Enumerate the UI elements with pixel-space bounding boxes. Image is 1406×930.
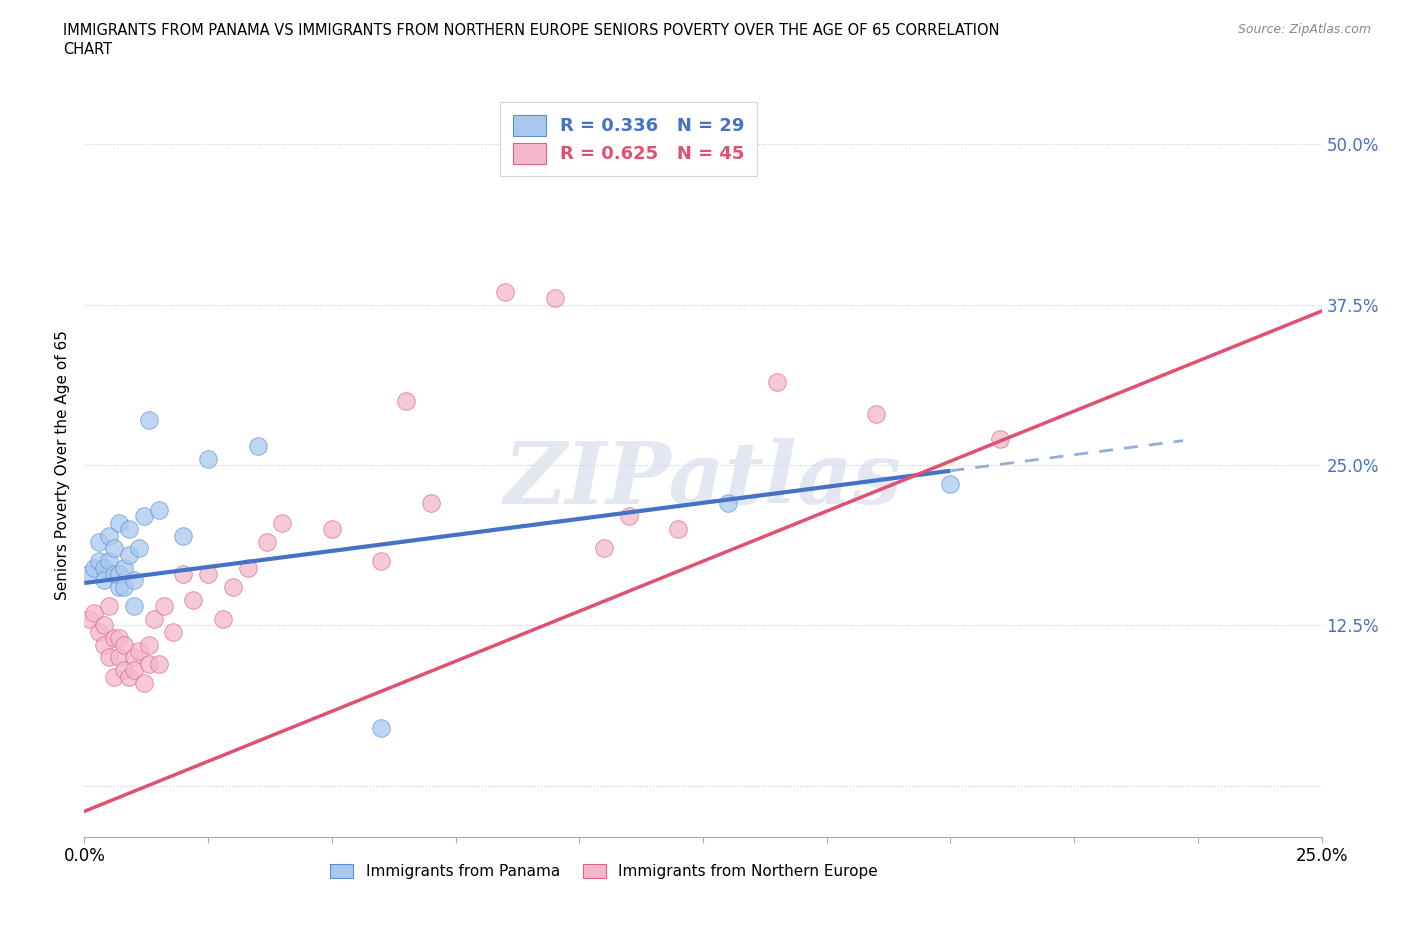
Point — [212, 612, 235, 627]
Point — [112, 579, 135, 594]
Point — [666, 522, 689, 537]
Point — [128, 644, 150, 658]
Point — [122, 573, 145, 588]
Point — [118, 670, 141, 684]
Point — [112, 663, 135, 678]
Point — [112, 637, 135, 652]
Point — [128, 541, 150, 556]
Point — [98, 528, 121, 543]
Point — [108, 631, 131, 645]
Point — [222, 579, 245, 594]
Point — [79, 612, 101, 627]
Point — [98, 650, 121, 665]
Point — [246, 438, 269, 453]
Point — [138, 413, 160, 428]
Point — [83, 605, 105, 620]
Point — [93, 573, 115, 588]
Point — [89, 535, 111, 550]
Point — [370, 553, 392, 568]
Point — [939, 477, 962, 492]
Point — [93, 637, 115, 652]
Point — [988, 432, 1011, 446]
Point — [138, 637, 160, 652]
Text: Source: ZipAtlas.com: Source: ZipAtlas.com — [1237, 23, 1371, 36]
Point — [108, 566, 131, 581]
Point — [370, 721, 392, 736]
Point — [593, 541, 616, 556]
Point — [89, 553, 111, 568]
Point — [162, 624, 184, 639]
Point — [103, 541, 125, 556]
Point — [93, 618, 115, 632]
Point — [766, 374, 789, 389]
Point — [197, 451, 219, 466]
Point — [152, 599, 174, 614]
Point — [122, 650, 145, 665]
Point — [103, 631, 125, 645]
Point — [132, 675, 155, 690]
Point — [142, 612, 165, 627]
Point — [395, 393, 418, 408]
Point — [108, 515, 131, 530]
Point — [122, 599, 145, 614]
Point — [132, 509, 155, 524]
Point — [89, 624, 111, 639]
Point — [543, 291, 565, 306]
Point — [83, 560, 105, 575]
Text: ZIPatlas: ZIPatlas — [503, 438, 903, 522]
Point — [321, 522, 343, 537]
Text: CHART: CHART — [63, 42, 112, 57]
Point — [98, 599, 121, 614]
Point — [79, 566, 101, 581]
Point — [181, 592, 204, 607]
Point — [256, 535, 278, 550]
Legend: Immigrants from Panama, Immigrants from Northern Europe: Immigrants from Panama, Immigrants from … — [325, 857, 884, 885]
Text: IMMIGRANTS FROM PANAMA VS IMMIGRANTS FROM NORTHERN EUROPE SENIORS POVERTY OVER T: IMMIGRANTS FROM PANAMA VS IMMIGRANTS FRO… — [63, 23, 1000, 38]
Point — [108, 579, 131, 594]
Point — [419, 496, 441, 511]
Point — [93, 560, 115, 575]
Point — [494, 285, 516, 299]
Point — [197, 566, 219, 581]
Point — [118, 548, 141, 563]
Point — [103, 566, 125, 581]
Point — [148, 502, 170, 517]
Point — [271, 515, 294, 530]
Point — [138, 657, 160, 671]
Point — [172, 566, 194, 581]
Point — [112, 560, 135, 575]
Point — [103, 670, 125, 684]
Y-axis label: Seniors Poverty Over the Age of 65: Seniors Poverty Over the Age of 65 — [55, 330, 70, 600]
Point — [118, 522, 141, 537]
Point — [98, 553, 121, 568]
Point — [236, 560, 259, 575]
Point — [717, 496, 740, 511]
Point — [148, 657, 170, 671]
Point — [865, 406, 887, 421]
Point — [108, 650, 131, 665]
Point — [122, 663, 145, 678]
Point — [172, 528, 194, 543]
Point — [617, 509, 640, 524]
